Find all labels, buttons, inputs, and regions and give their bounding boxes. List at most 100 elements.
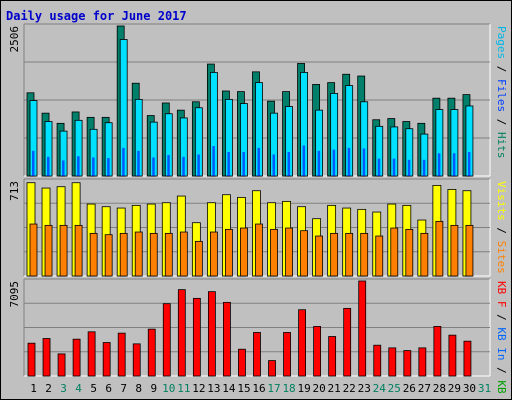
legend-entry: Visits [495, 181, 508, 221]
bar-sites-day-3 [59, 224, 68, 277]
bar-files-overlay-day-5 [92, 157, 95, 176]
x-tick-label-5: 5 [90, 382, 97, 395]
x-tick-label-21: 21 [328, 382, 341, 395]
legend-entry: Sites [495, 241, 508, 274]
y-max-label: 713 [8, 181, 21, 201]
bar-files-overlay-day-18 [287, 152, 291, 176]
legend-entry: / [495, 361, 508, 381]
x-tick-label-19: 19 [297, 382, 310, 395]
panel-top: 2506 Pages / Files / Hits [8, 23, 508, 177]
x-tick-label-13: 13 [207, 382, 220, 395]
bar-kb-f-day-12 [192, 297, 201, 377]
x-tick-label-27: 27 [418, 382, 431, 395]
legend-top: Pages / Files / Hits [495, 26, 508, 159]
x-tick-label-22: 22 [343, 382, 356, 395]
series-sites [29, 220, 474, 277]
bar-kb-f-day-13 [207, 291, 216, 377]
bar-files-overlay-day-13 [212, 146, 215, 176]
bar-kb-f-day-16 [253, 332, 261, 377]
bar-kb-f-day-1 [27, 342, 36, 377]
x-tick-label-4: 4 [75, 382, 82, 395]
x-tick-label-7: 7 [120, 382, 127, 395]
chart-title: Daily usage for June 2017 [6, 9, 187, 23]
x-tick-label-2: 2 [45, 382, 52, 395]
bar-kb-f-day-11 [177, 289, 186, 377]
legend-entry: KB F [495, 281, 508, 308]
bar-files-overlay-day-23 [362, 148, 366, 176]
bar-sites-day-8 [134, 231, 143, 277]
bar-files-overlay-day-7 [122, 147, 125, 176]
bar-kb-f-day-18 [283, 332, 291, 377]
x-tick-label-20: 20 [313, 382, 326, 395]
bar-files-overlay-day-15 [242, 152, 245, 176]
legend-entry: Hits [495, 132, 508, 159]
bar-sites-day-13 [209, 231, 218, 277]
bar-sites-day-16 [255, 223, 263, 277]
legend-entry: Files [495, 79, 508, 112]
bar-sites-day-5 [89, 232, 98, 277]
bar-sites-day-6 [104, 234, 113, 277]
bar-files-overlay-day-28 [437, 153, 441, 176]
bar-kb-f-day-20 [313, 326, 322, 377]
x-tick-label-26: 26 [403, 382, 416, 395]
bar-files-overlay-day-19 [302, 145, 306, 176]
bar-sites-day-2 [44, 224, 53, 277]
bar-files-overlay-day-11 [182, 156, 185, 176]
bar-sites-day-18 [285, 227, 293, 277]
bar-files-overlay-day-17 [272, 154, 276, 176]
bar-files-overlay-day-26 [407, 159, 411, 176]
bar-sites-day-20 [315, 235, 324, 277]
bar-files-overlay-day-21 [332, 149, 336, 176]
bar-kb-f-day-24 [373, 344, 382, 377]
x-tick-label-29: 29 [448, 382, 461, 395]
series-kb-f [27, 280, 472, 377]
bar-kb-f-day-7 [117, 332, 126, 377]
bar-files-overlay-day-12 [197, 154, 200, 176]
bar-kb-f-day-28 [433, 326, 442, 377]
bar-kb-f-day-19 [298, 309, 306, 377]
bar-sites-day-19 [300, 230, 308, 277]
bar-kb-f-day-29 [448, 334, 457, 377]
x-axis: 1 2 3 4 5 6 7 8 9 10 11 12 13 14 15 16 17 18 19 20 21 22 23 24 2… [30, 382, 491, 395]
bar-sites-day-22 [345, 232, 354, 277]
legend-entry: / [495, 59, 508, 79]
bar-sites-day-30 [465, 224, 474, 277]
bar-sites-day-15 [240, 227, 248, 277]
legend-middle: Visits / Sites [495, 181, 508, 274]
x-tick-label-16: 16 [252, 382, 265, 395]
bar-sites-day-25 [390, 227, 399, 277]
x-tick-label-11: 11 [177, 382, 190, 395]
bar-files-overlay-day-9 [152, 157, 155, 176]
bar-sites-day-14 [225, 228, 233, 277]
x-tick-label-1: 1 [30, 382, 37, 395]
bar-kb-f-day-10 [162, 303, 171, 377]
bar-kb-f-day-4 [72, 338, 81, 377]
bar-sites-day-12 [194, 240, 203, 277]
legend-bottom: KB F / KB In / KB Out [495, 281, 508, 400]
x-tick-label-30: 30 [463, 382, 476, 395]
x-tick-label-9: 9 [150, 382, 157, 395]
bar-sites-day-24 [375, 235, 384, 277]
bar-sites-day-23 [360, 232, 369, 277]
bar-kb-f-day-2 [42, 338, 51, 377]
x-tick-label-14: 14 [222, 382, 236, 395]
x-tick-label-25: 25 [388, 382, 401, 395]
panel-middle: 713 Visits / Sites [8, 178, 508, 277]
x-tick-label-18: 18 [282, 382, 295, 395]
legend-entry: / [495, 221, 508, 241]
x-tick-label-12: 12 [192, 382, 205, 395]
bar-files-overlay-day-4 [77, 156, 80, 176]
y-max-label: 2506 [8, 26, 21, 53]
bar-sites-day-27 [420, 232, 429, 277]
bar-sites-day-4 [74, 224, 83, 277]
bar-files-overlay-day-1 [32, 150, 35, 176]
panel-bottom: 7095 KB F / KB In / KB Out [8, 278, 508, 400]
bar-sites-day-26 [405, 228, 414, 277]
bar-sites-day-10 [164, 232, 173, 277]
bar-files-overlay-day-14 [227, 152, 230, 176]
x-tick-label-17: 17 [267, 382, 280, 395]
bar-sites-day-29 [450, 224, 459, 277]
bar-files-overlay-day-27 [422, 159, 426, 176]
